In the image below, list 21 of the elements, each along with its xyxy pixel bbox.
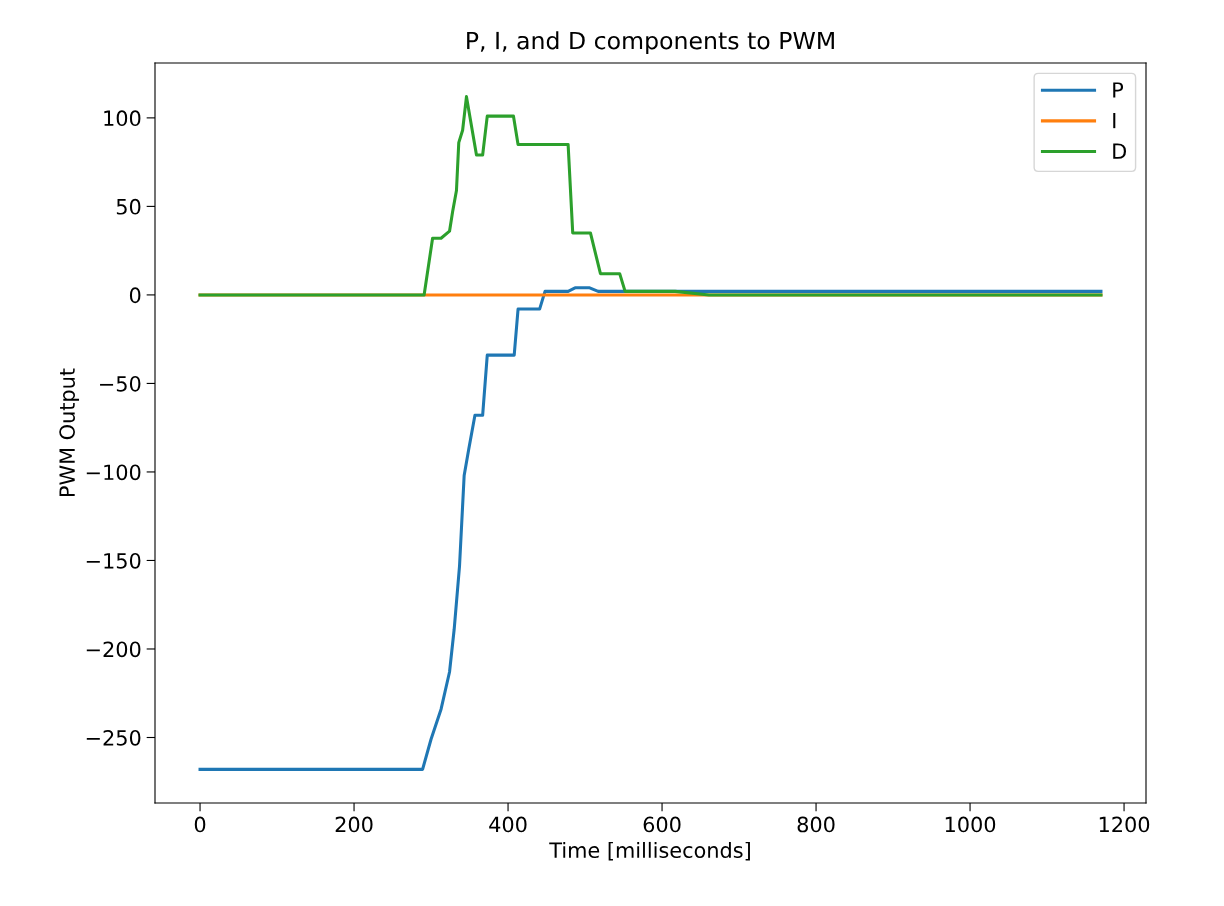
x-tick-label: 1200 [1099,816,1150,833]
y-tick-label: −200 [86,641,141,658]
y-tick-label: −100 [86,464,141,481]
x-tick-label: 400 [489,816,527,833]
legend-label: I [1113,112,1116,129]
y-tick-label: −50 [100,375,141,392]
x-tick-label: 600 [643,816,681,833]
x-tick-label: 1000 [945,816,996,833]
y-tick-label: 0 [129,287,141,304]
y-tick-label: −150 [86,552,141,569]
x-tick-label: 200 [335,816,373,833]
y-tick-label: 50 [116,198,141,215]
x-tick-label: 0 [194,816,206,833]
y-tick-label: 100 [104,110,141,127]
x-tick-label: 800 [797,816,835,833]
y-tick-label: −250 [86,729,141,746]
legend-label: D [1113,143,1127,159]
x-axis-title: Time [milliseconds] [549,841,750,861]
legend-label: P [1113,82,1124,98]
chart-title: P, I, and D components to PWM [467,31,834,55]
y-axis-title: PWM Output [59,368,80,497]
